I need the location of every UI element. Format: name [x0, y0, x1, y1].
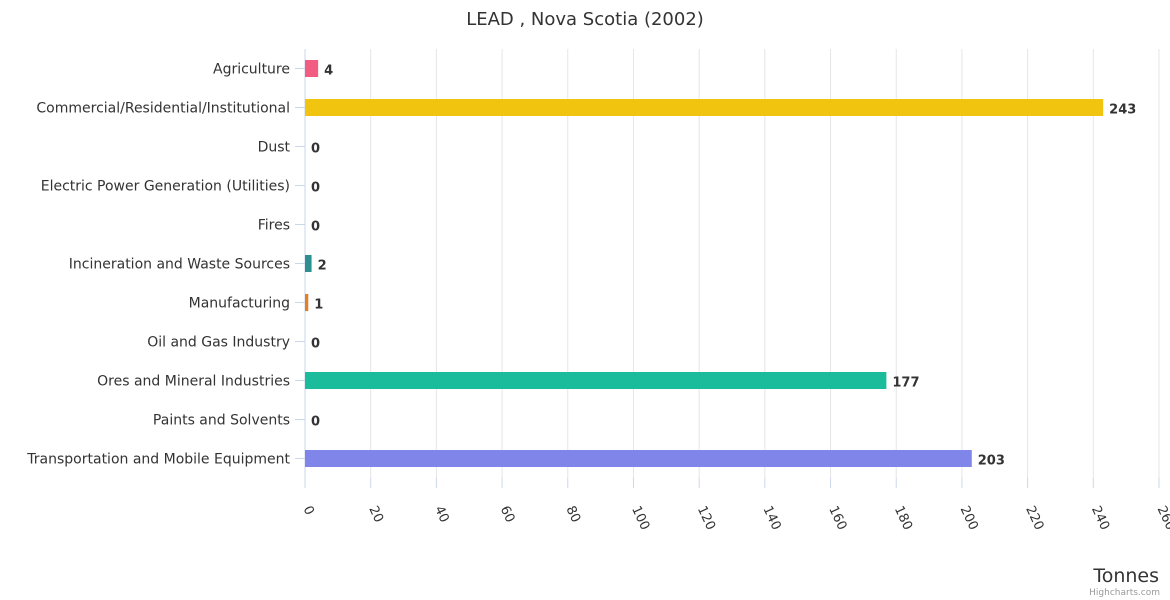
- x-tick-label: 60: [497, 504, 518, 525]
- data-label: 1: [314, 298, 323, 313]
- category-label: Oil and Gas Industry: [147, 335, 290, 351]
- x-tick-label: 200: [957, 504, 981, 533]
- bar[interactable]: [305, 99, 1104, 116]
- x-tick-label: 260: [1154, 504, 1170, 533]
- category-label: Electric Power Generation (Utilities): [41, 179, 290, 195]
- category-label: Fires: [258, 218, 290, 234]
- data-label: 0: [311, 337, 320, 352]
- chart-title: LEAD , Nova Scotia (2002): [466, 9, 704, 30]
- bar[interactable]: [305, 372, 887, 389]
- x-tick-label: 220: [1022, 504, 1046, 533]
- data-label: 0: [311, 181, 320, 196]
- data-label: 2: [318, 259, 327, 274]
- data-label: 243: [1109, 103, 1136, 118]
- x-tick-label: 180: [891, 504, 915, 533]
- data-label: 203: [978, 454, 1005, 469]
- category-label: Commercial/Residential/Institutional: [36, 101, 290, 117]
- category-label: Dust: [258, 140, 291, 156]
- data-label: 177: [892, 376, 919, 391]
- x-tick-label: 40: [431, 504, 452, 525]
- category-labels: Agriculture Commercial/Residential/Instit…: [26, 62, 305, 468]
- highcharts-credits[interactable]: Highcharts.com: [1089, 588, 1160, 598]
- bar[interactable]: [305, 255, 312, 272]
- category-label: Incineration and Waste Sources: [69, 257, 290, 273]
- data-label: 0: [311, 220, 320, 235]
- category-label: Agriculture: [213, 62, 290, 78]
- category-label: Ores and Mineral Industries: [97, 374, 290, 390]
- data-label: 4: [324, 64, 333, 79]
- x-tick-label: 80: [562, 504, 583, 525]
- x-tick-label: 20: [365, 504, 386, 525]
- x-tick-label: 0: [300, 504, 317, 518]
- x-tick-label: 140: [760, 504, 784, 533]
- data-label: 0: [311, 142, 320, 157]
- x-tick-label: 240: [1088, 504, 1112, 533]
- x-tick-label: 100: [628, 504, 652, 533]
- x-tick-label: 160: [825, 504, 849, 533]
- bar[interactable]: [305, 294, 309, 311]
- x-axis-ticks: 0 20 40 60 80 100 120 140 160 180 200 220 240 260: [300, 478, 1170, 533]
- category-label: Paints and Solvents: [153, 413, 290, 429]
- x-axis-title: Tonnes: [1092, 565, 1159, 587]
- bars: [305, 60, 1104, 467]
- bar[interactable]: [305, 60, 319, 77]
- data-labels: 4 243 0 0 0 2 1 0 177 0 203: [311, 64, 1136, 469]
- bar[interactable]: [305, 450, 972, 467]
- category-label: Manufacturing: [189, 296, 290, 312]
- data-label: 0: [311, 415, 320, 430]
- x-tick-label: 120: [694, 504, 718, 533]
- category-label: Transportation and Mobile Equipment: [26, 452, 290, 468]
